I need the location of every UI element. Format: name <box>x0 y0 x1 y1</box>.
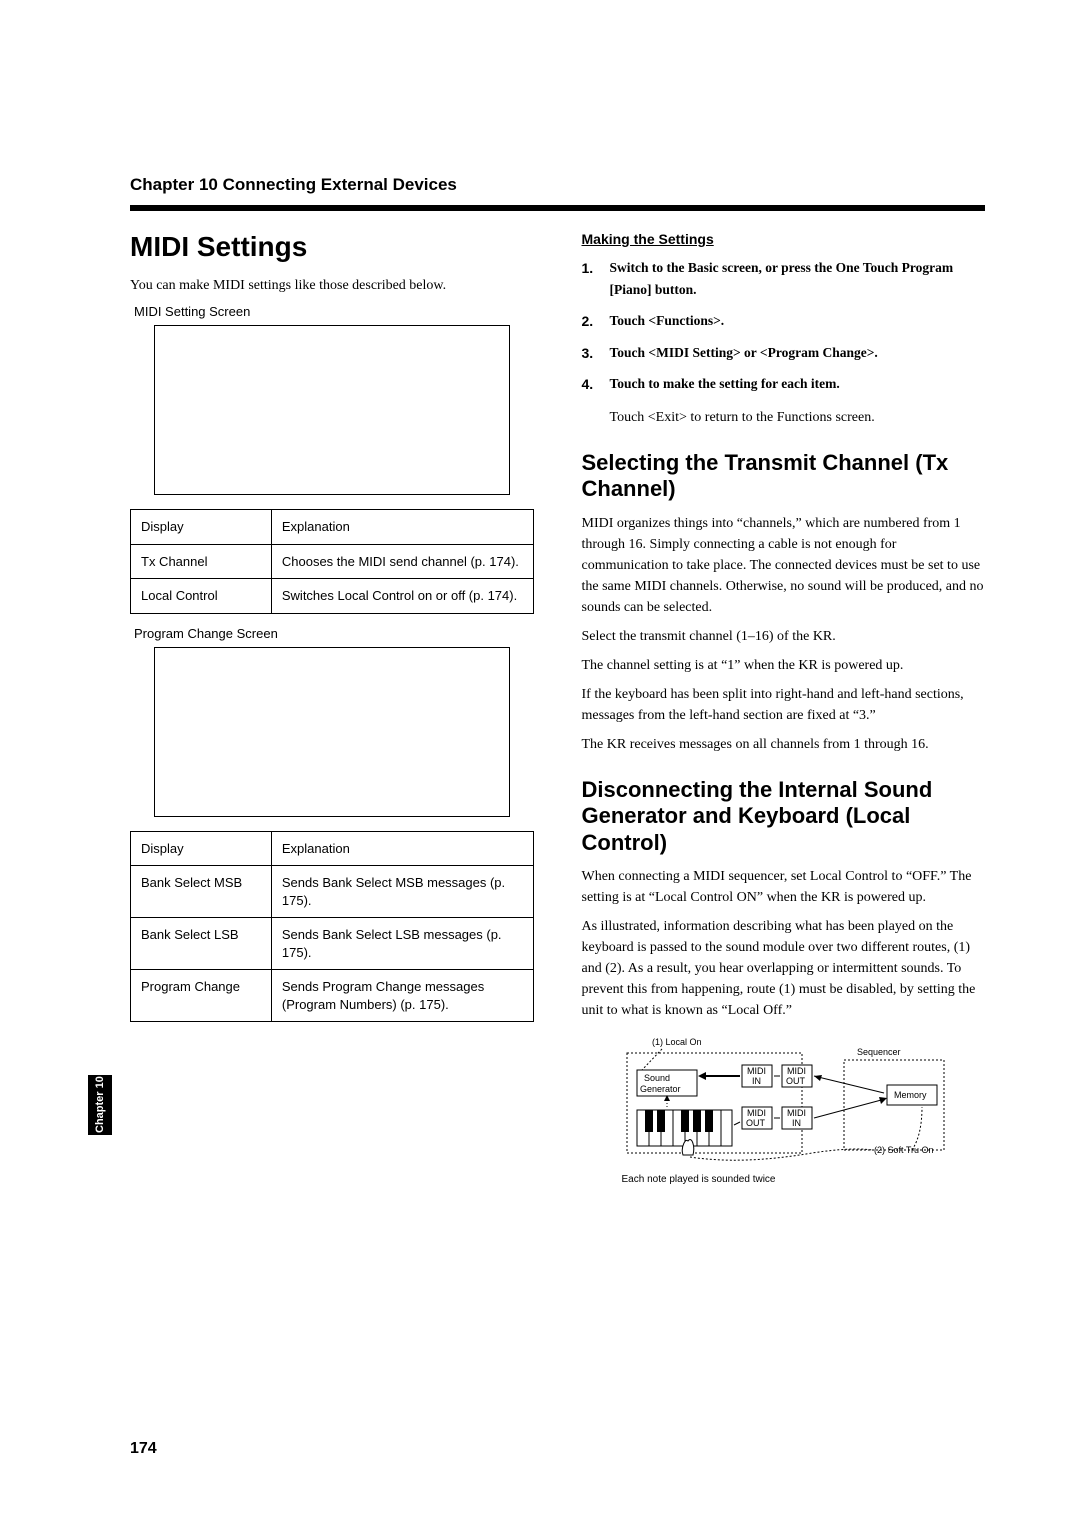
svg-text:MIDI: MIDI <box>747 1108 766 1118</box>
paragraph: The KR receives messages on all channels… <box>582 734 986 755</box>
header-rule <box>130 205 985 211</box>
table-cell: Switches Local Control on or off (p. 174… <box>271 579 533 614</box>
step-note: Touch <Exit> to return to the Functions … <box>610 407 986 428</box>
diagram-label-memory: Memory <box>894 1090 927 1100</box>
table-row: Local Control Switches Local Control on … <box>131 579 534 614</box>
table-cell: Sends Bank Select LSB messages (p. 175). <box>271 918 533 970</box>
caption-midi-setting-screen: MIDI Setting Screen <box>134 304 534 319</box>
svg-text:MIDI: MIDI <box>747 1066 766 1076</box>
intro-paragraph: You can make MIDI settings like those de… <box>130 275 534 296</box>
step-item: Switch to the Basic screen, or press the… <box>582 257 986 300</box>
section-title-midi-settings: MIDI Settings <box>130 231 534 263</box>
svg-text:IN: IN <box>792 1118 801 1128</box>
local-control-diagram: (1) Local On Sequencer Sound Generator M… <box>622 1035 986 1185</box>
table-header: Display <box>131 831 272 866</box>
table-cell: Sends Program Change messages (Program N… <box>271 970 533 1022</box>
table-cell: Bank Select LSB <box>131 918 272 970</box>
svg-text:OUT: OUT <box>786 1076 806 1086</box>
subsection-tx-channel: Selecting the Transmit Channel (Tx Chann… <box>582 450 986 503</box>
table-header: Display <box>131 510 272 545</box>
diagram-label-soft-tru: (2) Soft Tru On <box>874 1145 934 1155</box>
diagram-label-sequencer: Sequencer <box>857 1047 901 1057</box>
svg-text:IN: IN <box>752 1076 761 1086</box>
diagram-label-sound-generator: Sound <box>644 1073 670 1083</box>
step-item: Touch <MIDI Setting> or <Program Change>… <box>582 342 986 364</box>
step-item: Touch <Functions>. <box>582 310 986 332</box>
table-cell: Bank Select MSB <box>131 866 272 918</box>
table-cell: Local Control <box>131 579 272 614</box>
paragraph: As illustrated, information describing w… <box>582 916 986 1021</box>
steps-list: Switch to the Basic screen, or press the… <box>582 257 986 395</box>
paragraph: Select the transmit channel (1–16) of th… <box>582 626 986 647</box>
paragraph: MIDI organizes things into “channels,” w… <box>582 513 986 618</box>
table-row: Display Explanation <box>131 831 534 866</box>
table-cell: Chooses the MIDI send channel (p. 174). <box>271 544 533 579</box>
program-change-screen-placeholder <box>154 647 510 817</box>
caption-program-change-screen: Program Change Screen <box>134 626 534 641</box>
table-row: Tx Channel Chooses the MIDI send channel… <box>131 544 534 579</box>
left-column: MIDI Settings You can make MIDI settings… <box>130 231 534 1185</box>
table-cell: Tx Channel <box>131 544 272 579</box>
subsection-making-the-settings: Making the Settings <box>582 231 986 247</box>
diagram-label-local-on: (1) Local On <box>652 1037 702 1047</box>
svg-text:MIDI: MIDI <box>787 1066 806 1076</box>
step-item: Touch to make the setting for each item. <box>582 373 986 395</box>
svg-text:OUT: OUT <box>746 1118 766 1128</box>
svg-text:MIDI: MIDI <box>787 1108 806 1118</box>
table-row: Bank Select MSB Sends Bank Select MSB me… <box>131 866 534 918</box>
paragraph: The channel setting is at “1” when the K… <box>582 655 986 676</box>
chapter-header: Chapter 10 Connecting External Devices <box>130 175 985 195</box>
right-column: Making the Settings Switch to the Basic … <box>582 231 986 1185</box>
paragraph: If the keyboard has been split into righ… <box>582 684 986 726</box>
table-row: Display Explanation <box>131 510 534 545</box>
paragraph: When connecting a MIDI sequencer, set Lo… <box>582 866 986 908</box>
subsection-local-control: Disconnecting the Internal Sound Generat… <box>582 777 986 856</box>
table-row: Bank Select LSB Sends Bank Select LSB me… <box>131 918 534 970</box>
table-header: Explanation <box>271 510 533 545</box>
midi-setting-screen-placeholder <box>154 325 510 495</box>
svg-text:Generator: Generator <box>640 1084 681 1094</box>
table-row: Program Change Sends Program Change mess… <box>131 970 534 1022</box>
keyboard-icon <box>637 1110 732 1146</box>
table-cell: Program Change <box>131 970 272 1022</box>
diagram-caption: Each note played is sounded twice <box>622 1174 986 1185</box>
two-column-layout: MIDI Settings You can make MIDI settings… <box>130 231 985 1185</box>
table-header: Explanation <box>271 831 533 866</box>
midi-setting-table: Display Explanation Tx Channel Chooses t… <box>130 509 534 614</box>
page-number: 174 <box>130 1440 157 1458</box>
table-cell: Sends Bank Select MSB messages (p. 175). <box>271 866 533 918</box>
side-tab-chapter: Chapter 10 <box>88 1075 112 1135</box>
program-change-table: Display Explanation Bank Select MSB Send… <box>130 831 534 1023</box>
